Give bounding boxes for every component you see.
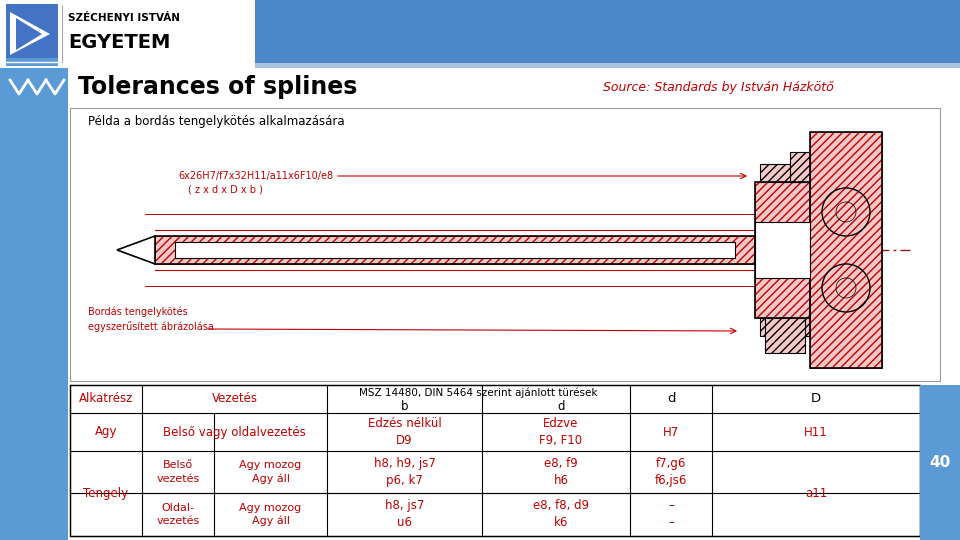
Text: Belső
vezetés: Belső vezetés <box>156 461 200 484</box>
Text: b: b <box>400 400 408 413</box>
Bar <box>920 385 960 540</box>
Bar <box>255 63 960 68</box>
Text: Tengely: Tengely <box>84 487 129 500</box>
Polygon shape <box>8 58 55 66</box>
Text: h8, h9, js7
p6, k7: h8, h9, js7 p6, k7 <box>373 457 436 487</box>
Bar <box>810 132 882 368</box>
Bar <box>760 164 810 182</box>
Text: h8, js7
u6: h8, js7 u6 <box>385 500 424 530</box>
Text: EGYETEM: EGYETEM <box>68 32 170 51</box>
Text: Tolerances of splines: Tolerances of splines <box>78 75 357 99</box>
Text: 40: 40 <box>929 455 950 470</box>
Bar <box>755 222 810 278</box>
Text: EGYETEM: EGYETEM <box>120 33 223 52</box>
Text: Agy mozog
Agy áll: Agy mozog Agy áll <box>239 460 301 484</box>
Polygon shape <box>14 16 44 52</box>
Bar <box>0 106 68 540</box>
Bar <box>8 63 55 68</box>
Bar <box>760 318 810 336</box>
Text: D: D <box>811 393 821 406</box>
Text: e8, f8, d9
k6: e8, f8, d9 k6 <box>533 500 589 530</box>
Text: Alkatrész: Alkatrész <box>79 393 133 406</box>
Bar <box>155 236 755 264</box>
Bar <box>0 0 255 68</box>
Bar <box>175 242 735 258</box>
Bar <box>255 0 960 68</box>
Text: Belső vagy oldalvezetés: Belső vagy oldalvezetés <box>163 426 306 438</box>
Text: Példa a bordás tengelykötés alkalmazására: Példa a bordás tengelykötés alkalmazásár… <box>88 116 345 129</box>
Text: Agy: Agy <box>95 426 117 438</box>
Text: SZÉCHENYI ISTVÁN: SZÉCHENYI ISTVÁN <box>120 17 232 27</box>
Text: Tolerances of splines: Tolerances of splines <box>78 75 357 99</box>
Text: e8, f9
h6: e8, f9 h6 <box>544 457 578 487</box>
Bar <box>0 106 68 540</box>
Bar <box>790 152 810 182</box>
Text: a11: a11 <box>804 487 828 500</box>
Text: Oldal-
vezetés: Oldal- vezetés <box>156 503 200 526</box>
Bar <box>0 68 68 106</box>
Text: 6x26H7/f7x32H11/a11x6F10/e8: 6x26H7/f7x32H11/a11x6F10/e8 <box>178 171 333 181</box>
Bar <box>0 68 68 106</box>
Text: SZÉCHENYI ISTVÁN: SZÉCHENYI ISTVÁN <box>68 13 180 23</box>
Bar <box>755 182 810 318</box>
Polygon shape <box>117 236 155 264</box>
Bar <box>70 108 940 381</box>
Bar <box>0 0 960 68</box>
Bar <box>70 385 920 536</box>
Text: Agy mozog
Agy áll: Agy mozog Agy áll <box>239 503 301 526</box>
Text: –
–: – – <box>668 500 674 530</box>
Polygon shape <box>16 18 42 50</box>
Text: Source: Standards by István Házkötő: Source: Standards by István Házkötő <box>603 80 833 93</box>
Text: H7: H7 <box>662 426 679 438</box>
Text: Edzve
F9, F10: Edzve F9, F10 <box>540 417 583 447</box>
Polygon shape <box>8 10 55 58</box>
Polygon shape <box>10 12 50 55</box>
Text: Bordás tengelykötés
egyszerűsített ábrázolása: Bordás tengelykötés egyszerűsített ábráz… <box>88 306 214 332</box>
Text: f7,g6
f6,js6: f7,g6 f6,js6 <box>655 457 687 487</box>
Bar <box>6 58 58 66</box>
Bar <box>0 0 255 68</box>
Text: Vezetés: Vezetés <box>211 393 257 406</box>
Text: d: d <box>557 400 564 413</box>
Text: Edzés nélkül
D9: Edzés nélkül D9 <box>368 417 442 447</box>
Text: Source: Standards by István Házkötő: Source: Standards by István Házkötő <box>600 80 830 93</box>
Text: ( z x d x D x b ): ( z x d x D x b ) <box>188 184 263 194</box>
Text: H11: H11 <box>804 426 828 438</box>
Bar <box>6 4 58 64</box>
Bar <box>68 68 960 106</box>
Bar <box>255 62 960 68</box>
Bar <box>0 68 68 106</box>
Bar <box>155 236 755 264</box>
Bar <box>765 318 805 353</box>
Text: MSZ 14480, DIN 5464 szerint ajánlott türések: MSZ 14480, DIN 5464 szerint ajánlott tür… <box>359 388 598 399</box>
Text: d: d <box>667 393 675 406</box>
Bar <box>68 68 960 106</box>
Bar <box>6 4 58 64</box>
Bar <box>175 242 735 258</box>
Bar <box>810 132 882 368</box>
Bar <box>755 182 810 318</box>
